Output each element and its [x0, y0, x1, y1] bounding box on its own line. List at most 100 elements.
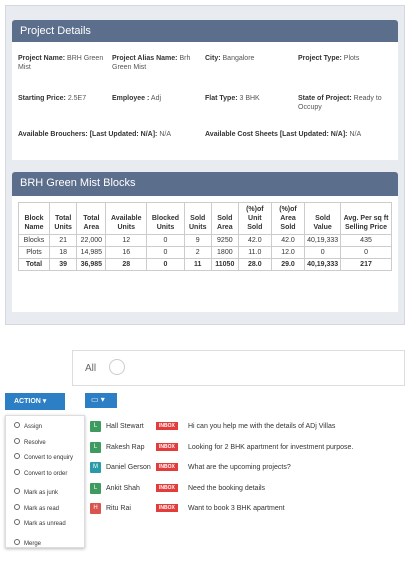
table-cell: 12.0	[270, 246, 306, 259]
menu-item[interactable]: Mark as junk	[14, 488, 58, 496]
field-value: N/A	[159, 131, 171, 138]
message-row[interactable]: L Ankit Shah INBOX Need the booking details	[88, 482, 405, 498]
table-cell: 22,000	[76, 234, 107, 247]
sender-name: Rakesh Rap	[106, 443, 145, 451]
menu-item[interactable]: Merge	[14, 538, 42, 547]
table-cell: 42.0	[237, 234, 272, 247]
blocks-title: BRH Green Mist Blocks	[20, 177, 136, 189]
menu-icon	[14, 437, 20, 444]
table-cell: 16	[105, 246, 148, 259]
table-cell: 1800	[210, 246, 239, 259]
table-cell: Total	[18, 258, 50, 271]
header-row: Block Name Total Units Total Area Available…	[18, 202, 392, 235]
details-body: Project Name: BRH Green Mist Project Alia…	[12, 42, 398, 160]
menu-item[interactable]: Convert to enquiry	[14, 453, 73, 461]
table-cell: 435	[340, 234, 392, 247]
column-header: Block Name	[18, 202, 50, 235]
field-label: Project Alias Name:	[112, 55, 178, 62]
field-value: BRH Green Mist	[18, 55, 104, 71]
detail-field: State of Project: Ready to Occupy	[298, 94, 390, 112]
table-cell: 2	[183, 246, 212, 259]
table-cell: 217	[340, 258, 392, 271]
inbox-tag: INBOX	[156, 463, 178, 471]
blocks-body: Block Name Total Units Total Area Available…	[12, 196, 398, 312]
avatar: L	[90, 421, 101, 432]
folder-button[interactable]: ▭ ▾	[85, 393, 117, 408]
column-header: Sold Value	[304, 202, 342, 235]
detail-field: Available Cost Sheets [Last Updated: N/A…	[205, 130, 390, 139]
table-cell: 11	[183, 258, 212, 271]
field-value: 2.5E7	[67, 95, 87, 102]
menu-item[interactable]: Mark as unread	[14, 519, 66, 527]
table-cell: 0	[340, 246, 392, 259]
table-cell: 11050	[210, 258, 239, 271]
message-text: Need the booking details	[188, 484, 266, 492]
menu-icon	[14, 519, 20, 525]
inbox-tag: INBOX	[156, 504, 178, 512]
blocks-table: Block Name Total Units Total Area Available…	[18, 202, 392, 271]
menu-label: Mark as read	[24, 505, 60, 512]
menu-item[interactable]: Mark as read	[14, 503, 60, 512]
action-button[interactable]: ACTION ▾	[5, 393, 65, 410]
menu-label: Assign	[24, 424, 43, 430]
filter-label[interactable]: All	[85, 363, 97, 374]
column-header: Sold Units	[183, 202, 212, 235]
detail-field: Available Brouchers: [Last Updated: N/A]…	[18, 130, 203, 139]
message-list: L Hall Stewart INBOX Hi can you help me wit…	[88, 420, 405, 530]
message-text: What are the upcoming projects?	[188, 464, 291, 471]
table-cell: 28	[105, 258, 148, 271]
detail-field: Starting Price: 2.5E7	[18, 94, 110, 103]
avatar: L	[90, 441, 101, 453]
menu-item[interactable]: Resolve	[14, 437, 46, 446]
table-cell: 9250	[210, 234, 239, 247]
message-row[interactable]: H Ritu Rai INBOX Want to book 3 BHK apartme…	[88, 502, 405, 518]
field-label: Flat Type:	[205, 95, 238, 102]
table-cell: 0	[146, 246, 185, 259]
table-cell: 11.0	[237, 246, 272, 259]
column-header: (%)of Area Sold	[270, 202, 306, 235]
column-header: Sold Area	[210, 202, 239, 235]
menu-label: Convert to enquiry	[24, 455, 74, 461]
table-cell: 42.0	[270, 234, 306, 247]
menu-item[interactable]: Convert to order	[14, 468, 68, 477]
message-row[interactable]: L Hall Stewart INBOX Hi can you help me wit…	[88, 420, 405, 436]
sender-name: Ankit Shah	[106, 484, 140, 492]
menu-icon	[14, 422, 20, 428]
menu-label: Merge	[24, 540, 42, 547]
action-label: ACTION	[14, 398, 41, 405]
menu-icon	[14, 488, 20, 494]
message-text: Looking for 2 BHK apartment for investme…	[188, 443, 354, 451]
details-title: Project Details	[20, 25, 91, 37]
table-row: Plots 18 14,985 16 0 2 1800 11.0 12.0 0 0	[18, 246, 392, 259]
message-row[interactable]: M Daniel Gerson INBOX What are the upcoming…	[88, 461, 405, 477]
field-label: Project Name:	[18, 55, 66, 62]
sender-name: Ritu Rai	[106, 505, 131, 512]
menu-label: Mark as junk	[24, 490, 59, 496]
avatar: M	[90, 462, 101, 473]
field-label: Available Cost Sheets [Last Updated: N/A…	[205, 131, 348, 138]
details-header: Project Details	[12, 20, 398, 42]
field-value: 3 BHK	[239, 95, 260, 102]
field-value: Bangalore	[222, 55, 255, 62]
field-value: Adj	[150, 95, 162, 102]
search-button[interactable]	[109, 359, 125, 375]
field-label: Employee :	[112, 95, 150, 102]
menu-label: Convert to order	[24, 470, 68, 477]
field-value: N/A	[349, 131, 362, 138]
table-cell: 40,19,333	[304, 258, 342, 271]
detail-field: City: Bangalore	[205, 54, 297, 63]
field-label: Starting Price:	[18, 95, 66, 102]
table-cell: 0	[146, 258, 185, 271]
sender-name: Hall Stewart	[106, 423, 144, 430]
message-row[interactable]: L Rakesh Rap INBOX Looking for 2 BHK apartm…	[88, 441, 405, 457]
filter-bar: All	[72, 350, 405, 386]
menu-item[interactable]: Assign	[14, 422, 42, 430]
field-label: Project Type:	[298, 55, 342, 62]
table-cell: 36,985	[76, 258, 107, 271]
table-cell: Plots	[18, 246, 50, 259]
message-text: Hi can you help me with the details of A…	[188, 423, 336, 430]
column-header: Avg. Per sq ft Selling Price	[340, 202, 392, 235]
field-value: Brh Green Mist	[112, 55, 191, 71]
menu-icon	[14, 503, 20, 510]
field-label: City:	[205, 55, 221, 62]
